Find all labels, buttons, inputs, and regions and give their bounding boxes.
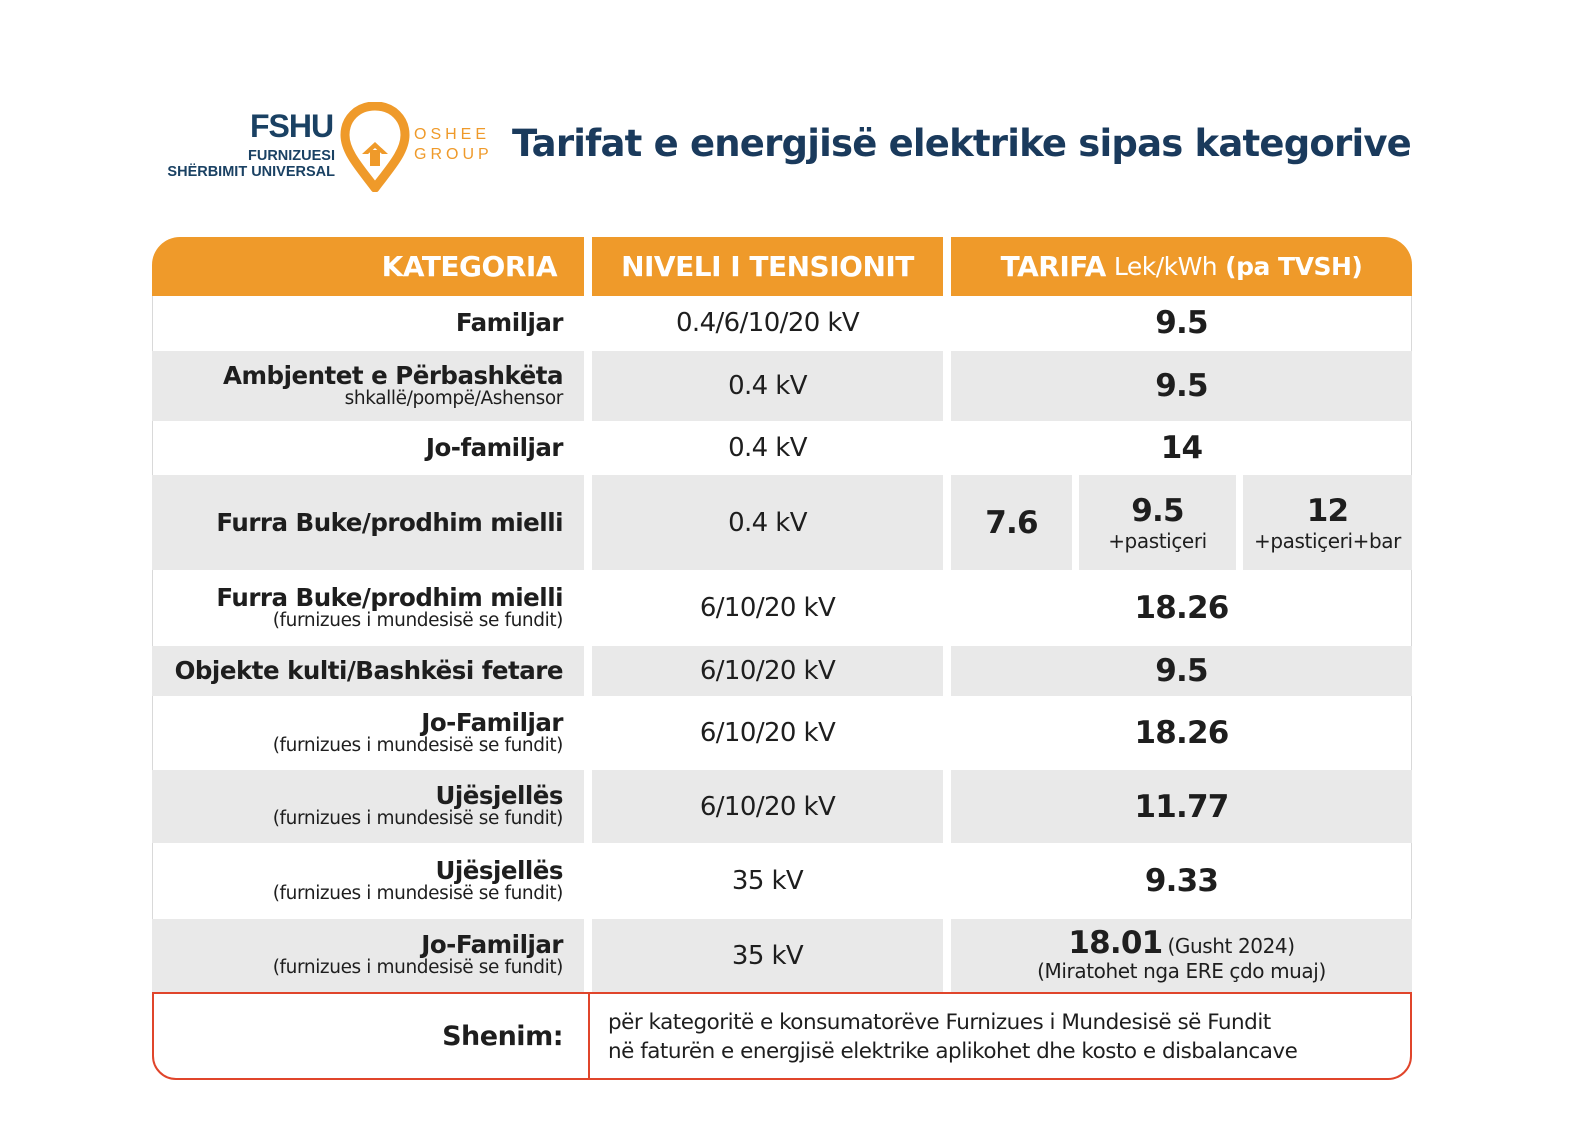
kategoria-sublabel: (furnizues i mundesisë se fundit) — [272, 808, 564, 830]
table-row-ujesjelles-tarifa: 11.77 — [951, 770, 1412, 843]
niveli-value: 6/10/20 kV — [699, 656, 836, 686]
tarifa-value: 12 — [1306, 492, 1349, 529]
tarifa-sublabel: +pastiçeri — [1108, 528, 1207, 553]
tarifa-sublabel: (Miratohet nga ERE çdo muaj) — [1037, 959, 1326, 983]
note-line-2: në faturën e energjisë elektrike aplikoh… — [608, 1039, 1298, 1064]
tarifa-split-pasticeri-bar: 12 +pastiçeri+bar — [1243, 475, 1412, 570]
kategoria-sublabel: (furnizues i mundesisë se fundit) — [272, 882, 564, 904]
note-box — [152, 992, 1412, 1080]
table-row-objekte-niveli: 6/10/20 kV — [592, 646, 943, 696]
column-header-tarifa-label: TARIFA — [1000, 250, 1107, 283]
table-row-jo-familjar-tarifa: 14 — [951, 423, 1412, 473]
table-row-furra-ff-kategoria: Furra Buke/prodhim mielli (furnizues i m… — [152, 572, 584, 644]
column-header-tarifa-unit: Lek/kWh — [1113, 252, 1218, 281]
table-row-jo-familjar-ff-niveli: 6/10/20 kV — [592, 698, 943, 768]
tarifa-value: 18.26 — [1134, 715, 1229, 751]
tarifa-split-pasticeri: 9.5 +pastiçeri — [1079, 475, 1236, 570]
tarifa-value: 18.26 — [1134, 590, 1229, 626]
logo-abbreviation: FSHU — [250, 108, 334, 144]
logo-group-line-1: OSHEE — [414, 126, 491, 143]
niveli-value: 0.4 kV — [728, 371, 807, 401]
note-label-text: Shenim: — [442, 1020, 563, 1052]
table-row-ujesjelles-35-niveli: 35 kV — [592, 845, 943, 917]
page-title: Tarifat e energjisë elektrike sipas kate… — [512, 122, 1412, 165]
niveli-value: 6/10/20 kV — [699, 791, 836, 822]
table-row-furra-ff-niveli: 6/10/20 kV — [592, 572, 943, 644]
tarifa-split-base: 7.6 — [951, 475, 1072, 570]
table-row-jo-familjar-35-niveli: 35 kV — [592, 919, 943, 992]
tarifa-value: 9.5 — [1155, 305, 1208, 341]
column-header-tarifa: TARIFA Lek/kWh (pa TVSH) — [951, 237, 1412, 296]
table-row-ambjentet-niveli: 0.4 kV — [592, 351, 943, 421]
table-row-jo-familjar-ff-tarifa: 18.26 — [951, 698, 1412, 768]
niveli-value: 0.4/6/10/20 kV — [675, 308, 860, 338]
table-row-objekte-tarifa: 9.5 — [951, 646, 1412, 696]
kategoria-label: Ujësjellës — [435, 781, 563, 811]
table-row-familjar-niveli: 0.4/6/10/20 kV — [592, 297, 943, 349]
table-row-furra-ff-tarifa: 18.26 — [951, 572, 1412, 644]
niveli-value: 0.4 kV — [728, 433, 807, 463]
column-header-kategoria: KATEGORIA — [152, 237, 584, 296]
niveli-value: 35 kV — [731, 940, 804, 971]
table-row-objekte-kategoria: Objekte kulti/Bashkësi fetare — [152, 646, 584, 696]
table-row-ujesjelles-niveli: 6/10/20 kV — [592, 770, 943, 843]
table-row-furra-niveli: 0.4 kV — [592, 475, 943, 570]
tarifa-value: 9.5 — [1155, 368, 1208, 404]
tarifa-value: 18.01 — [1068, 925, 1163, 961]
niveli-value: 6/10/20 kV — [699, 593, 836, 623]
table-row-ujesjelles-35-kategoria: Ujësjellës (furnizues i mundesisë se fun… — [152, 845, 584, 917]
table-row-furra-kategoria: Furra Buke/prodhim mielli — [152, 475, 584, 570]
tarifa-value: 9.5 — [1155, 653, 1208, 689]
fshu-logo: FSHU FURNIZUESI SHËRBIMIT UNIVERSAL OSHE… — [160, 100, 490, 195]
tarifa-value: 9.33 — [1144, 863, 1219, 899]
note-divider — [588, 992, 590, 1080]
note-text: për kategoritë e konsumatorëve Furnizues… — [608, 1008, 1298, 1066]
tarifa-sublabel: +pastiçeri+bar — [1254, 528, 1401, 553]
kategoria-label: Jo-Familjar — [421, 930, 563, 960]
kategoria-label: Objekte kulti/Bashkësi fetare — [174, 656, 564, 686]
table-row-ambjentet-tarifa: 9.5 — [951, 351, 1412, 421]
column-header-niveli: NIVELI I TENSIONIT — [592, 237, 943, 296]
table-row-ujesjelles-kategoria: Ujësjellës (furnizues i mundesisë se fun… — [152, 770, 584, 843]
table-row-ambjentet-kategoria: Ambjentet e Përbashkëta shkallë/pompë/As… — [152, 351, 584, 421]
table-row-familjar-kategoria: Familjar — [152, 297, 584, 349]
column-header-tarifa-vat: (pa TVSH) — [1225, 252, 1363, 281]
niveli-value: 35 kV — [731, 866, 804, 896]
kategoria-label: Jo-Familjar — [421, 707, 563, 737]
kategoria-sublabel: shkallë/pompë/Ashensor — [344, 387, 564, 409]
kategoria-label: Ujësjellës — [435, 855, 563, 885]
kategoria-sublabel: (furnizues i mundesisë se fundit) — [272, 609, 564, 631]
kategoria-label: Furra Buke/prodhim mielli — [216, 582, 563, 612]
table-row-ujesjelles-35-tarifa: 9.33 — [951, 845, 1412, 917]
tarifa-line: 18.01 (Gusht 2024) — [1068, 925, 1295, 961]
tarifa-value: 9.5 — [1131, 492, 1184, 529]
kategoria-label: Ambjentet e Përbashkëta — [223, 360, 563, 390]
table-row-jo-familjar-niveli: 0.4 kV — [592, 423, 943, 473]
table-row-jo-familjar-ff-kategoria: Jo-Familjar (furnizues i mundesisë se fu… — [152, 698, 584, 768]
tarifa-value: 7.6 — [985, 504, 1038, 541]
column-header-kategoria-label: KATEGORIA — [381, 250, 558, 283]
table-row-jo-familjar-kategoria: Jo-familjar — [152, 423, 584, 473]
table-row-jo-familjar-35-kategoria: Jo-Familjar (furnizues i mundesisë se fu… — [152, 919, 584, 992]
kategoria-label: Jo-familjar — [425, 433, 564, 463]
logo-group-line-2: GROUP — [414, 146, 493, 163]
note-line-1: për kategoritë e konsumatorëve Furnizues… — [608, 1010, 1271, 1035]
niveli-value: 0.4 kV — [728, 507, 807, 538]
table-row-jo-familjar-35-tarifa: 18.01 (Gusht 2024) (Miratohet nga ERE çd… — [951, 919, 1412, 992]
kategoria-sublabel: (furnizues i mundesisë se fundit) — [272, 734, 564, 756]
kategoria-label: Familjar — [455, 308, 564, 338]
note-label: Shenim: — [152, 992, 584, 1080]
tarifa-value: 11.77 — [1134, 788, 1229, 825]
location-pin-icon — [340, 102, 410, 192]
kategoria-label: Furra Buke/prodhim mielli — [216, 507, 563, 537]
tarifa-note: (Gusht 2024) — [1167, 934, 1295, 958]
logo-line-2: SHËRBIMIT UNIVERSAL — [167, 164, 335, 180]
niveli-value: 6/10/20 kV — [699, 718, 836, 748]
table-row-familjar-tarifa: 9.5 — [951, 297, 1412, 349]
column-header-niveli-label: NIVELI I TENSIONIT — [621, 250, 914, 283]
logo-line-1: FURNIZUESI — [248, 148, 335, 164]
kategoria-sublabel: (furnizues i mundesisë se fundit) — [272, 957, 564, 979]
tarifa-value: 14 — [1160, 430, 1203, 466]
